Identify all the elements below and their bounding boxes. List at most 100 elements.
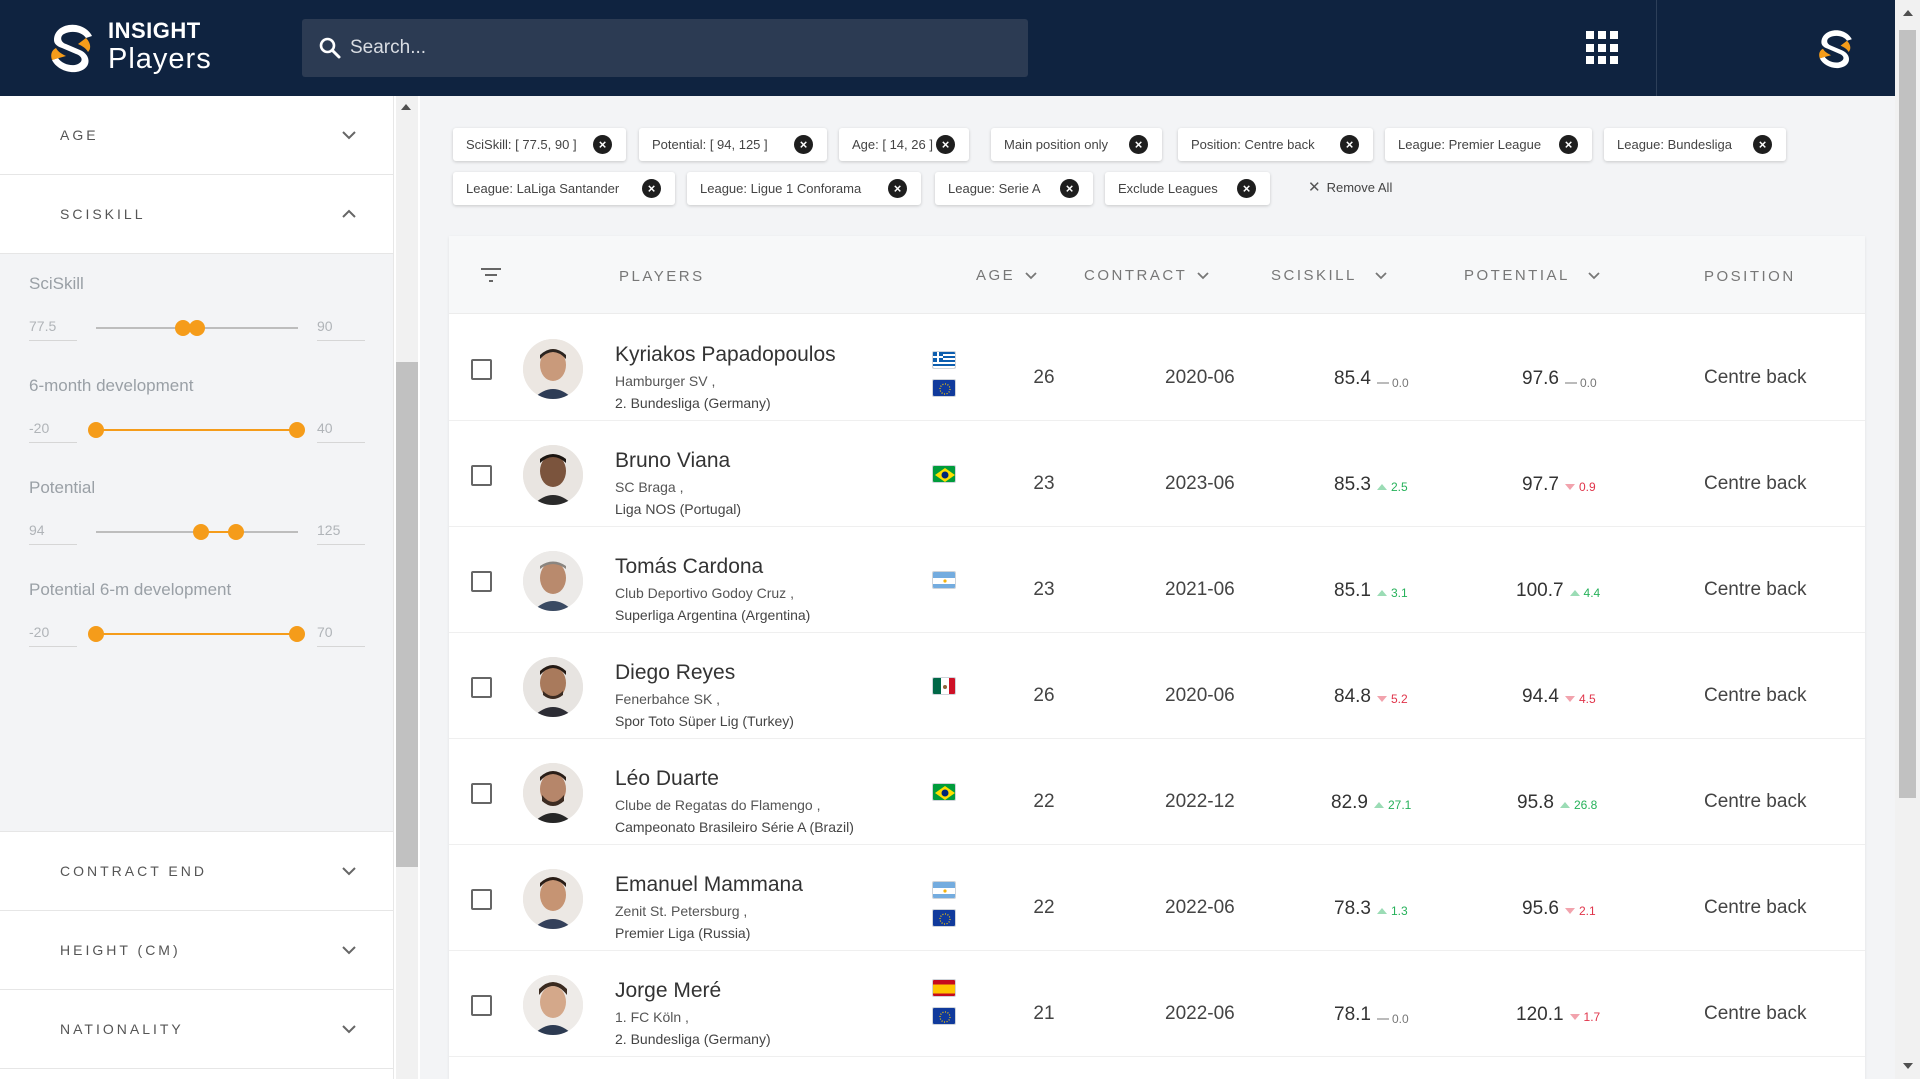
filter-chip[interactable]: Position: Centre back ×: [1178, 128, 1373, 161]
column-header-contract[interactable]: CONTRACT: [1084, 267, 1209, 284]
filter-section-sciskill[interactable]: SCISKILL: [0, 175, 393, 254]
filter-section-height[interactable]: HEIGHT (CM): [0, 911, 393, 990]
page-scrollbar-thumb[interactable]: [1899, 30, 1916, 798]
chevron-down-icon: [342, 1025, 356, 1034]
close-icon[interactable]: ×: [1237, 179, 1256, 198]
close-icon[interactable]: ×: [1559, 135, 1578, 154]
sciskill-cell: 85.3 2.5: [1334, 474, 1408, 496]
player-name[interactable]: Jorge Meré: [615, 979, 722, 1002]
scroll-down-arrow-icon[interactable]: [1903, 1063, 1913, 1069]
range-max-input[interactable]: 90: [317, 318, 365, 341]
trend-down-icon: [1376, 696, 1387, 702]
avatar: [523, 975, 583, 1035]
slider-handle-min[interactable]: [88, 422, 104, 438]
row-checkbox[interactable]: [471, 359, 492, 380]
player-name[interactable]: Kyriakos Papadopoulos: [615, 343, 836, 366]
slider-handle-min[interactable]: [193, 524, 209, 540]
close-icon[interactable]: ×: [593, 135, 612, 154]
chip-label: Exclude Leagues: [1118, 181, 1218, 196]
filter-section-age[interactable]: AGE: [0, 96, 393, 175]
search-box[interactable]: [302, 19, 1028, 77]
greece-flag-icon: [932, 351, 956, 369]
slider-handle-max[interactable]: [289, 626, 305, 642]
close-icon[interactable]: ×: [1129, 135, 1148, 154]
range-slider-potential[interactable]: 94 125: [0, 498, 393, 556]
range-min-input[interactable]: -20: [29, 624, 77, 647]
filter-list-icon[interactable]: [479, 266, 503, 284]
scroll-up-arrow-icon[interactable]: [401, 104, 411, 110]
sidebar-scrollbar-thumb[interactable]: [396, 362, 418, 867]
filter-chip[interactable]: League: Serie A ×: [935, 172, 1093, 205]
filter-chip[interactable]: Age: [ 14, 26 ] ×: [839, 128, 969, 161]
row-checkbox[interactable]: [471, 571, 492, 592]
filter-section-nationality[interactable]: NATIONALITY: [0, 990, 393, 1069]
table-row[interactable]: Emanuel Mammana Zenit St. Petersburg , P…: [449, 845, 1865, 951]
close-icon[interactable]: ×: [1060, 179, 1079, 198]
player-name[interactable]: Tomás Cardona: [615, 555, 764, 578]
filter-section-title: NATIONALITY: [60, 1021, 184, 1037]
remove-all-button[interactable]: ✕ Remove All: [1308, 178, 1392, 196]
filter-chip[interactable]: Potential: [ 94, 125 ] ×: [639, 128, 827, 161]
filter-chip[interactable]: League: Ligue 1 Conforama ×: [687, 172, 921, 205]
column-header-sciskill[interactable]: SCISKILL: [1271, 267, 1387, 284]
column-header-potential[interactable]: POTENTIAL: [1464, 267, 1600, 284]
brand[interactable]: INSIGHT Players: [46, 20, 212, 74]
slider-handle-max[interactable]: [189, 320, 205, 336]
potential-cell: 100.7 4.4: [1516, 580, 1600, 602]
column-header-age[interactable]: AGE: [976, 267, 1037, 284]
close-icon[interactable]: ×: [642, 179, 661, 198]
main-content: SciSkill: [ 77.5, 90 ] × Potential: [ 94,…: [420, 96, 1895, 1079]
player-name[interactable]: Léo Duarte: [615, 767, 719, 790]
slider-handle-max[interactable]: [228, 524, 244, 540]
player-age: 26: [1033, 367, 1055, 388]
slider-handle-min[interactable]: [175, 320, 191, 336]
slider-handle-max[interactable]: [289, 422, 305, 438]
avatar: [523, 339, 583, 399]
close-icon[interactable]: ×: [888, 179, 907, 198]
row-checkbox[interactable]: [471, 465, 492, 486]
brand-title: INSIGHT: [108, 18, 201, 43]
close-icon[interactable]: ×: [794, 135, 813, 154]
row-checkbox[interactable]: [471, 783, 492, 804]
filter-chip[interactable]: League: Premier League ×: [1385, 128, 1592, 161]
avatar: [523, 551, 583, 611]
table-row[interactable]: Diego Reyes Fenerbahce SK , Spor Toto Sü…: [449, 633, 1865, 739]
range-min-input[interactable]: 77.5: [29, 318, 77, 341]
filter-chip[interactable]: Exclude Leagues ×: [1105, 172, 1270, 205]
filter-chip[interactable]: League: Bundesliga ×: [1604, 128, 1786, 161]
player-name[interactable]: Emanuel Mammana: [615, 873, 803, 896]
close-icon[interactable]: ×: [1753, 135, 1772, 154]
filter-section-contract-end[interactable]: CONTRACT END: [0, 832, 393, 911]
scroll-up-arrow-icon[interactable]: [1903, 10, 1913, 16]
range-slider-potential-6m-development[interactable]: -20 70: [0, 600, 393, 658]
range-min-input[interactable]: -20: [29, 420, 77, 443]
search-input[interactable]: [350, 37, 950, 59]
brand-subtitle: Players: [108, 43, 212, 75]
table-row[interactable]: Léo Duarte Clube de Regatas do Flamengo …: [449, 739, 1865, 845]
range-slider-6m-development[interactable]: -20 40: [0, 396, 393, 454]
table-row[interactable]: Bruno Viana SC Braga , Liga NOS (Portuga…: [449, 421, 1865, 527]
column-header-position[interactable]: POSITION: [1704, 268, 1796, 285]
row-checkbox[interactable]: [471, 889, 492, 910]
filter-chip[interactable]: Main position only ×: [991, 128, 1162, 161]
range-min-input[interactable]: 94: [29, 522, 77, 545]
table-row[interactable]: Jorge Meré 1. FC Köln , 2. Bundesliga (G…: [449, 951, 1865, 1057]
player-name[interactable]: Bruno Viana: [615, 449, 731, 472]
filter-chip[interactable]: SciSkill: [ 77.5, 90 ] ×: [453, 128, 626, 161]
close-icon[interactable]: ×: [936, 135, 955, 154]
close-icon[interactable]: ×: [1340, 135, 1359, 154]
table-row[interactable]: Kyriakos Papadopoulos Hamburger SV , 2. …: [449, 315, 1865, 421]
row-checkbox[interactable]: [471, 677, 492, 698]
row-checkbox[interactable]: [471, 995, 492, 1016]
table-row[interactable]: Tomás Cardona Club Deportivo Godoy Cruz …: [449, 527, 1865, 633]
column-header-players[interactable]: PLAYERS: [619, 268, 705, 285]
range-max-input[interactable]: 70: [317, 624, 365, 647]
range-max-input[interactable]: 125: [317, 522, 365, 545]
slider-handle-min[interactable]: [88, 626, 104, 642]
range-max-input[interactable]: 40: [317, 420, 365, 443]
player-name[interactable]: Diego Reyes: [615, 661, 736, 684]
apps-grid-icon[interactable]: [1586, 31, 1620, 65]
account-logo-icon[interactable]: [1815, 26, 1855, 70]
range-slider-sciskill[interactable]: 77.5 90: [0, 294, 393, 352]
filter-chip[interactable]: League: LaLiga Santander ×: [453, 172, 675, 205]
